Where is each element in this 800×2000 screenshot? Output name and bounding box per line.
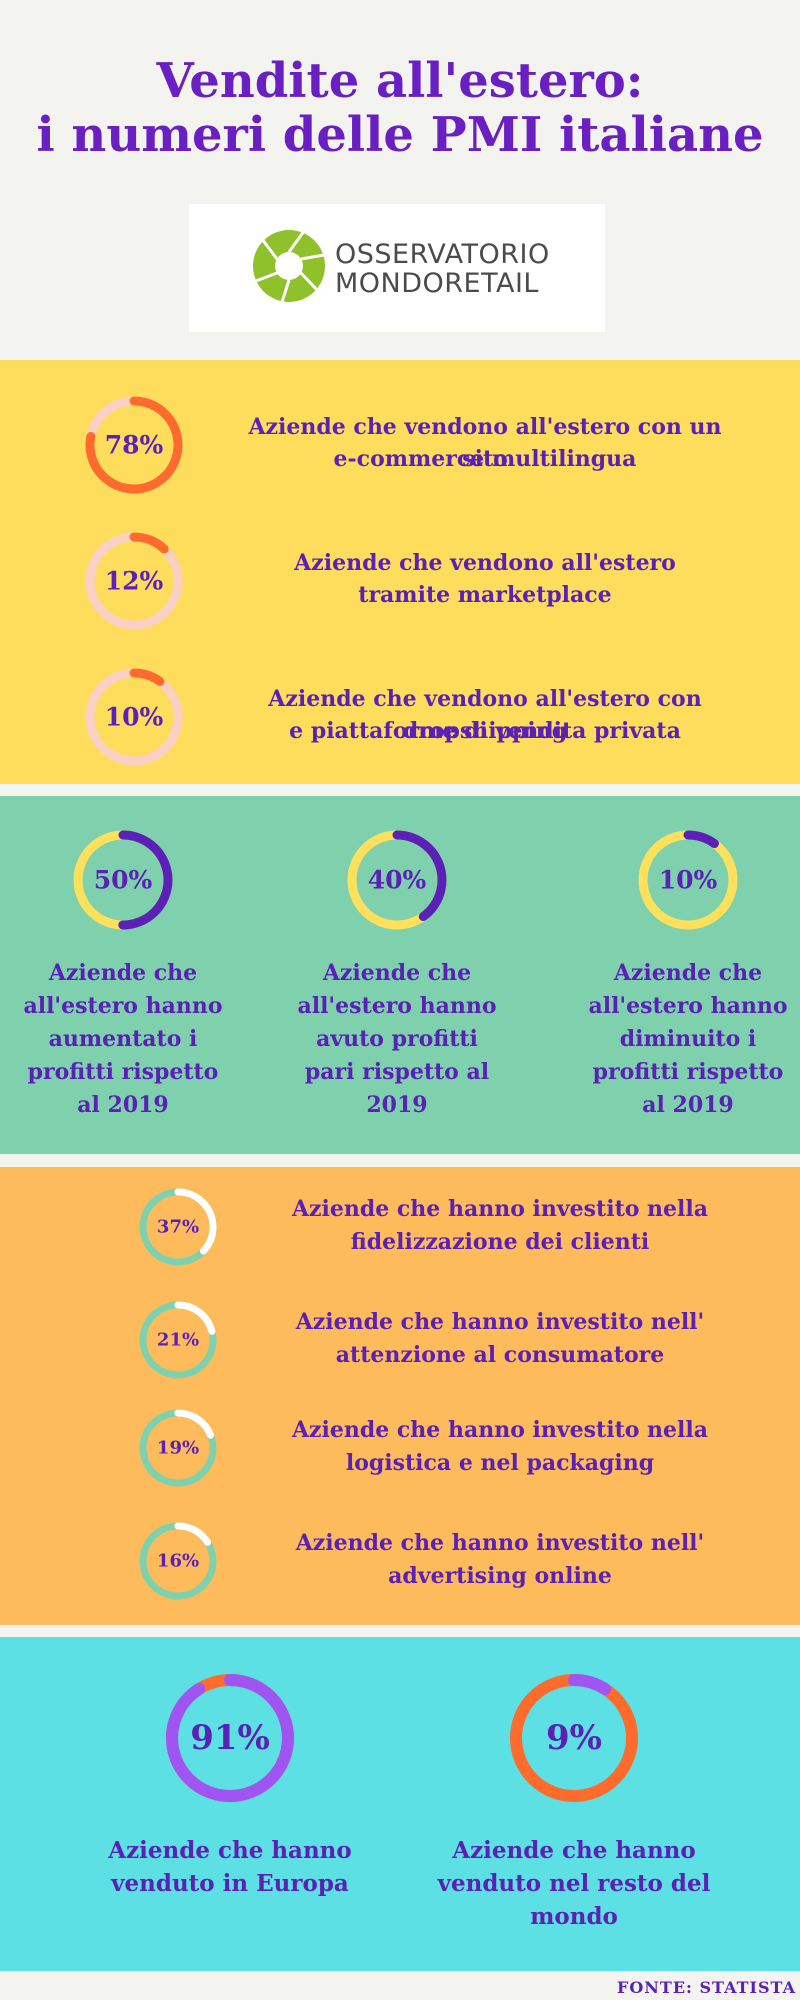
market-0-value: 91%: [190, 1718, 270, 1758]
invest-0-arc: [139, 1188, 217, 1266]
market-1-text-line2: venduto nel resto del mondo: [437, 1870, 711, 1930]
profit-0-arc: [73, 830, 173, 930]
logo-line1: OSSERVATORIO: [335, 239, 550, 270]
channel-2-arc: [85, 668, 183, 766]
invest-0-value: 37%: [157, 1217, 199, 1238]
market-0-text-line1: Aziende che hanno: [108, 1837, 352, 1864]
invest-2-donut: 19%: [139, 1409, 217, 1487]
profit-0-donut: 50%: [73, 830, 173, 930]
section-investments: [0, 1167, 800, 1625]
page-title-line2: i numeri delle PMI italiane: [36, 107, 764, 163]
profit-0-text-line3: aumentato i: [48, 1026, 198, 1052]
profit-1-text-line4: pari rispetto al: [304, 1059, 490, 1085]
invest-2-arc: [139, 1409, 217, 1487]
market-0-arc: [166, 1674, 294, 1802]
profit-0-text-line4: profitti rispetto: [27, 1059, 219, 1085]
profit-2-donut: 10%: [638, 830, 738, 930]
market-1-arc: [510, 1674, 638, 1802]
logo-line2: MONDORETAIL: [335, 268, 539, 299]
source-note: FONTE: STATISTA: [616, 1978, 796, 1997]
channel-2-text-line2: e piattaforme di vendita privata: [289, 718, 681, 744]
channel-0-text-line2: e-commerce multilingua: [333, 446, 637, 472]
invest-3-arc: [139, 1522, 217, 1600]
invest-0-donut: 37%: [139, 1188, 217, 1266]
section-multichannel: [0, 360, 800, 784]
invest-1-text-line2: attenzione al consumatore: [335, 1342, 665, 1368]
market-1-donut: 9%: [510, 1674, 638, 1802]
channel-2-text-line1: Aziende che vendono all'estero con drops…: [268, 686, 702, 744]
section-markets: [0, 1637, 800, 1971]
market-0-text-line2: venduto in Europa: [111, 1870, 349, 1897]
profit-2-text-line2: all'estero hanno: [588, 993, 788, 1019]
invest-2-value: 19%: [157, 1438, 199, 1459]
profit-0-text-line1: Aziende che: [48, 960, 198, 986]
invest-2-text-line2: logistica e nel packaging: [345, 1450, 655, 1476]
market-0-donut: 91%: [166, 1674, 294, 1802]
profit-0-text-line2: all'estero hanno: [23, 993, 223, 1019]
channel-0-text-line1: Aziende che vendono all'estero con un si…: [248, 414, 722, 472]
profit-0-text-line5: al 2019: [77, 1092, 169, 1118]
channel-2-donut: 10%: [85, 668, 183, 766]
profit-1-text-line1: Aziende che: [322, 960, 472, 986]
section-profits: [0, 796, 800, 1154]
channel-0-donut: 78%: [85, 396, 183, 494]
channel-1-donut: 12%: [85, 532, 183, 630]
channel-1-arc: [85, 532, 183, 630]
profit-2-text-line1: Aziende che: [613, 960, 763, 986]
channel-1-value: 12%: [105, 567, 164, 596]
profit-2-value: 10%: [659, 866, 718, 895]
invest-3-text-line1: Aziende che hanno investito nell': [295, 1530, 705, 1556]
profit-1-text-line3: avuto profitti: [316, 1026, 478, 1052]
profit-1-value: 40%: [368, 866, 427, 895]
profit-0-value: 50%: [94, 866, 153, 895]
channel-2-value: 10%: [105, 703, 164, 732]
profit-1-text-line5: 2019: [366, 1092, 428, 1118]
invest-1-value: 21%: [157, 1330, 199, 1351]
profit-2-text-line3: diminuito i: [619, 1026, 757, 1052]
invest-1-text-line1: Aziende che hanno investito nell': [295, 1309, 705, 1335]
channel-1-text-line1: Aziende che vendono all'estero: [294, 550, 676, 576]
profit-1-text-line2: all'estero hanno: [297, 993, 497, 1019]
invest-0-text-line1: Aziende che hanno investito nella: [291, 1196, 709, 1222]
market-1-text-line1: Aziende che hanno: [452, 1837, 696, 1864]
page-title-line1: Vendite all'estero:: [156, 53, 644, 109]
channel-0-value: 78%: [105, 431, 164, 460]
profit-1-arc: [347, 830, 447, 930]
invest-1-arc: [139, 1301, 217, 1379]
profit-1-donut: 40%: [347, 830, 447, 930]
profit-2-text-line4: profitti rispetto: [592, 1059, 784, 1085]
aperture-icon: [253, 230, 325, 303]
invest-3-donut: 16%: [139, 1522, 217, 1600]
channel-0-arc: [85, 396, 183, 494]
channel-1-text-line2: tramite marketplace: [358, 582, 612, 608]
profit-2-text-line5: al 2019: [642, 1092, 734, 1118]
profit-2-arc: [638, 830, 738, 930]
invest-3-text-line2: advertising online: [388, 1563, 612, 1589]
invest-1-donut: 21%: [139, 1301, 217, 1379]
invest-0-text-line2: fidelizzazione dei clienti: [350, 1229, 650, 1255]
invest-2-text-line1: Aziende che hanno investito nella: [291, 1417, 709, 1443]
market-1-value: 9%: [546, 1718, 602, 1758]
invest-3-value: 16%: [157, 1551, 199, 1572]
logo: OSSERVATORIO MONDORETAIL: [189, 204, 605, 332]
